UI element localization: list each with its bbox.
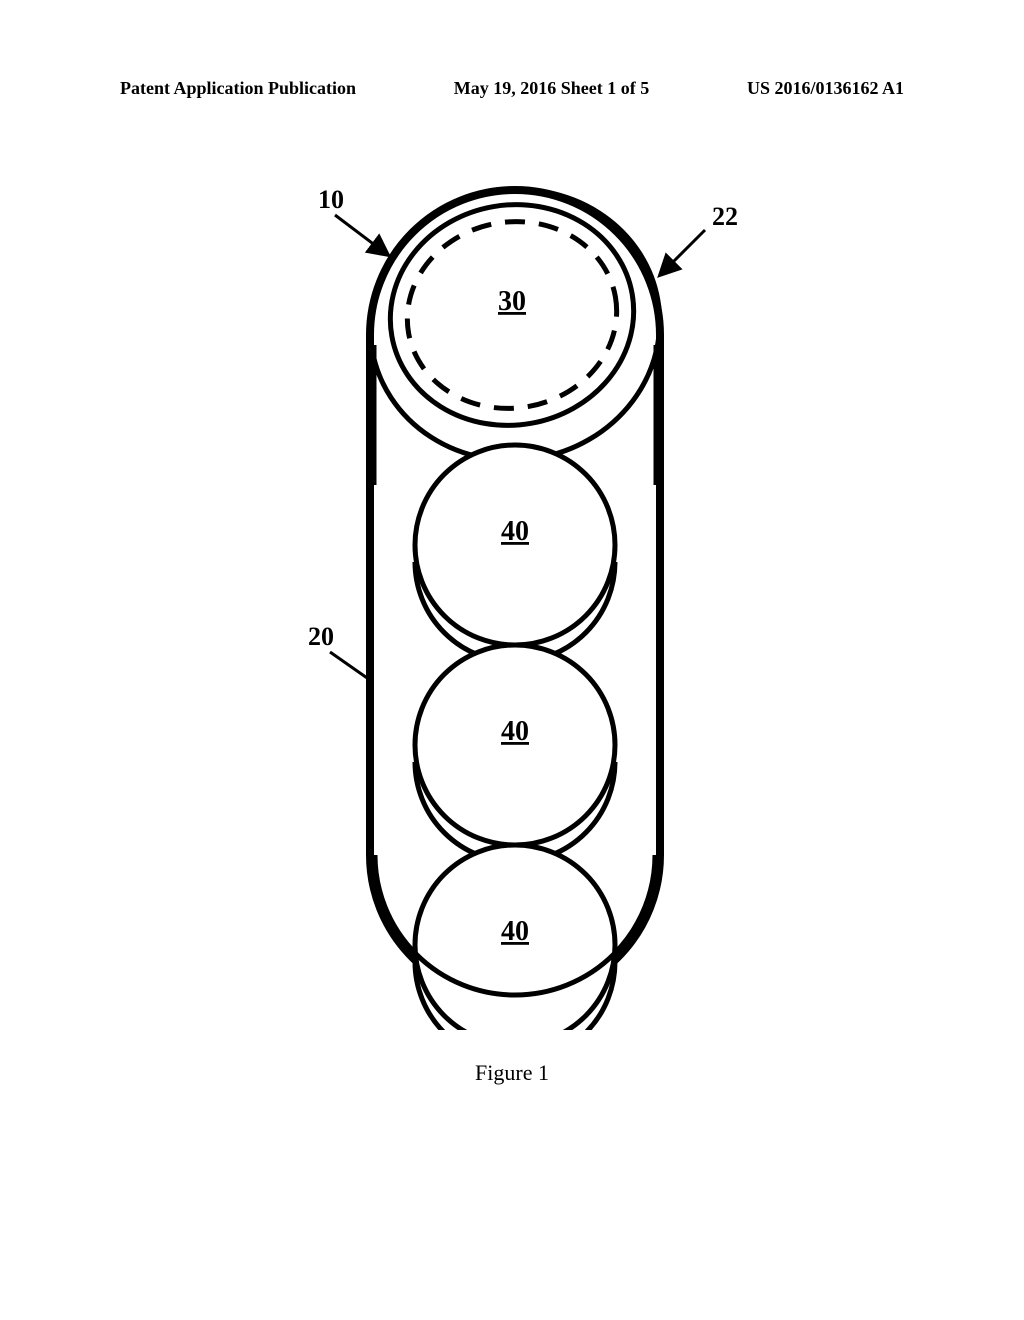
ref-leader-22 [660, 230, 705, 275]
part-label-40-1: 40 [501, 516, 529, 547]
ref-leader-10 [335, 215, 388, 255]
ref-leader-20 [330, 652, 370, 680]
ref-label-20: 20 [308, 622, 334, 651]
part-label-30-0: 30 [498, 286, 526, 317]
header-right: US 2016/0136162 A1 [747, 78, 904, 99]
capsule-diagram: 30 40 40 40 10 22 20 [280, 170, 760, 1030]
part-label-40-3: 40 [501, 916, 529, 947]
header-left: Patent Application Publication [120, 78, 356, 99]
header-center: May 19, 2016 Sheet 1 of 5 [454, 78, 649, 99]
diagram-container: 30 40 40 40 10 22 20 [280, 170, 760, 1035]
ref-label-22: 22 [712, 202, 738, 231]
ref-label-10: 10 [318, 185, 344, 214]
page: Patent Application Publication May 19, 2… [0, 0, 1024, 1320]
figure-caption: Figure 1 [0, 1060, 1024, 1086]
part-label-40-2: 40 [501, 716, 529, 747]
page-header: Patent Application Publication May 19, 2… [0, 78, 1024, 99]
